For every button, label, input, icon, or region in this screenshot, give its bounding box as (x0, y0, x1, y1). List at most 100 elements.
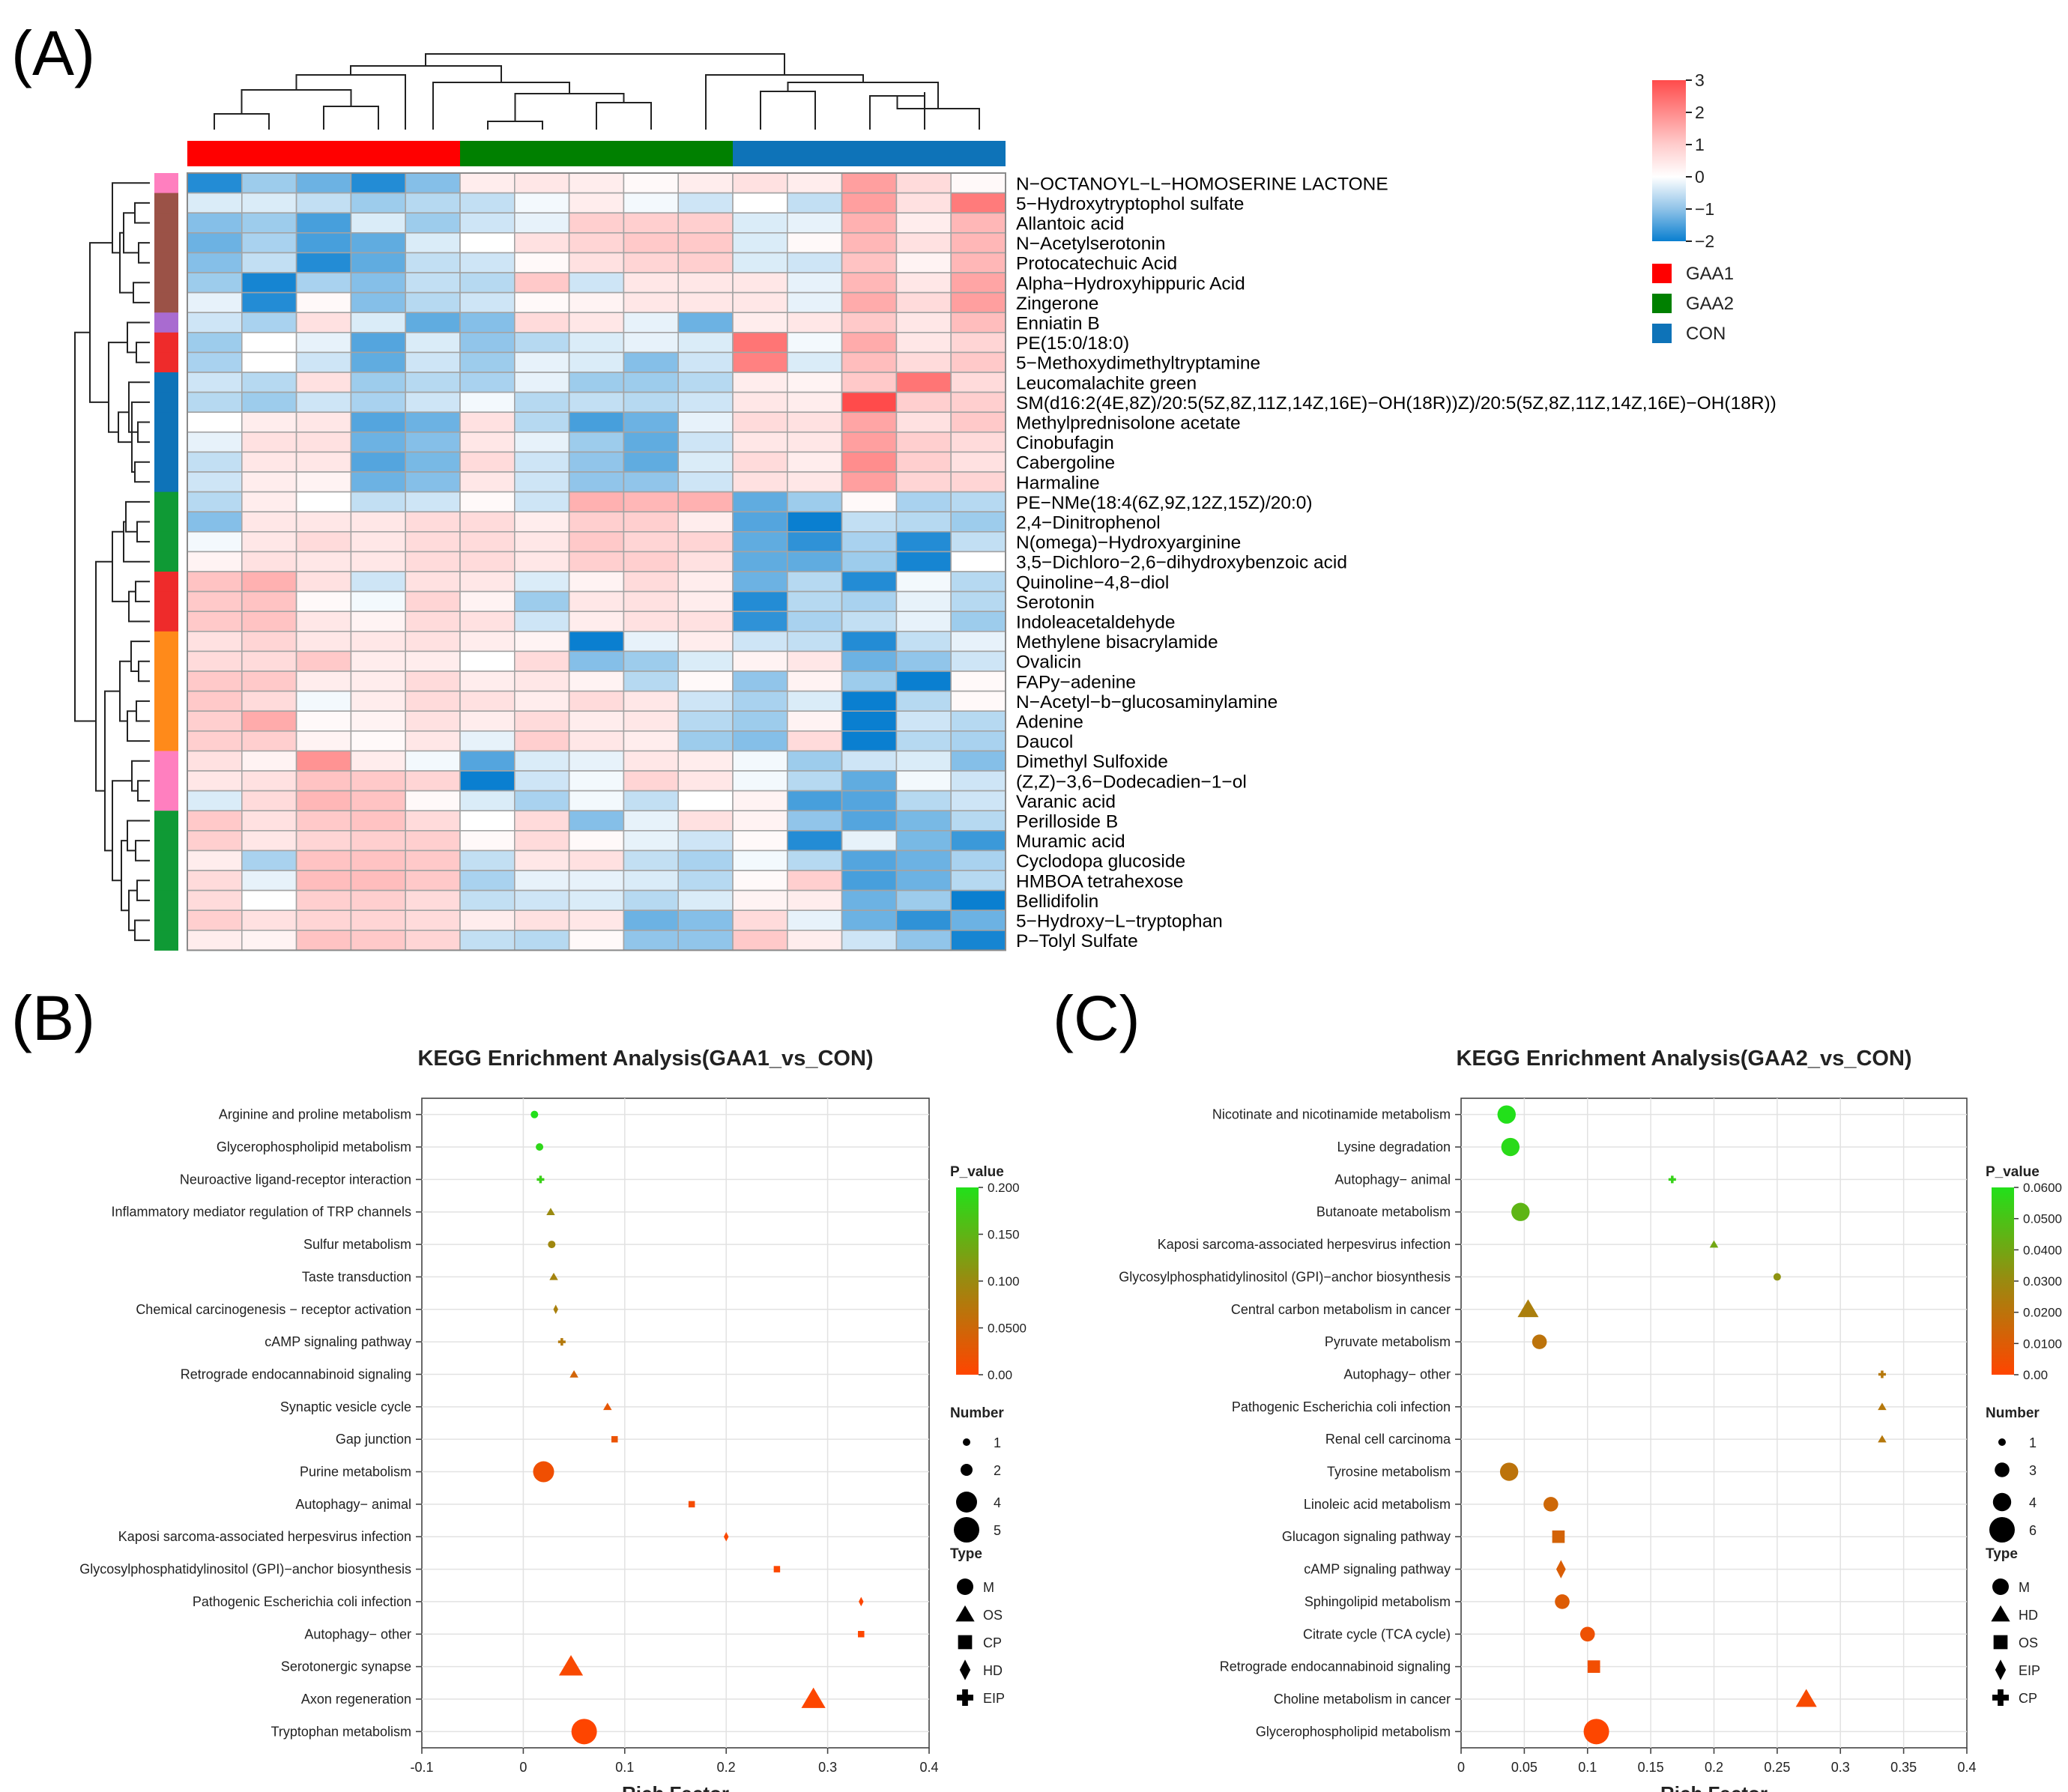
pathway-label: Kaposi sarcoma-associated herpesvirus in… (118, 1529, 411, 1544)
x-tick-label: 0.2 (717, 1760, 736, 1775)
heatmap-cell (187, 630, 243, 653)
heatmap-panel: N−OCTANOYL−L−HOMOSERINE LACTONE5−Hydroxy… (74, 53, 1777, 951)
heatmap-cell (732, 451, 788, 473)
number-legend-label: 4 (994, 1495, 1001, 1510)
heatmap-cell (623, 252, 680, 273)
heatmap-cell (787, 750, 843, 772)
heatmap-cell (841, 630, 898, 653)
heatmap-cell (677, 830, 734, 852)
heatmap-cell (350, 671, 406, 692)
data-point (1555, 1560, 1566, 1578)
heatmap-cell (459, 312, 516, 333)
heatmap-cell (187, 850, 243, 871)
heatmap-cell (568, 850, 625, 871)
heatmap-cell (405, 411, 461, 433)
heatmap-cell (295, 172, 352, 194)
heatmap-cell (513, 630, 570, 653)
data-point (549, 1272, 558, 1280)
heatmap-cell (623, 312, 680, 333)
data-point (1773, 1273, 1781, 1281)
heatmap-cell (187, 590, 243, 612)
heatmap-cell (187, 870, 243, 892)
heatmap-cell (405, 810, 461, 832)
heatmap-cell (513, 192, 570, 214)
heatmap-cell (950, 650, 1006, 672)
heatmap-cell (295, 530, 352, 553)
heatmap-cell (568, 451, 625, 473)
heatmap-cell (241, 252, 297, 273)
heatmap-cell (241, 551, 297, 572)
data-point (1517, 1299, 1539, 1318)
pathway-label: Choline metabolism in cancer (1274, 1692, 1451, 1707)
heatmap-cell (950, 192, 1006, 214)
pathway-label: Central carbon metabolism in cancer (1231, 1302, 1451, 1317)
row-cluster-strip (154, 651, 178, 672)
heatmap-cell (950, 850, 1006, 871)
heatmap-cell (677, 192, 734, 214)
heatmap-cell (732, 411, 788, 433)
heatmap-cell (295, 571, 352, 593)
heatmap-cell (732, 690, 788, 712)
heatmap-cell (787, 630, 843, 653)
heatmap-cell (677, 391, 734, 413)
row-dendrogram-branch (127, 710, 150, 742)
row-dendrogram-branch (127, 820, 150, 852)
heatmap-cell (895, 212, 952, 234)
heatmap-cell (677, 372, 734, 393)
heatmap-cell (187, 889, 243, 911)
row-cluster-strip (154, 512, 178, 533)
heatmap-cell (459, 930, 516, 951)
data-point (611, 1435, 618, 1443)
heatmap-cell (241, 172, 297, 194)
number-legend-label: 1 (2029, 1435, 2037, 1450)
heatmap-cell (950, 530, 1006, 553)
row-label: 5−Methoxydimethyltryptamine (1016, 354, 1260, 374)
heatmap-cell (513, 431, 570, 453)
heatmap-cell (187, 750, 243, 772)
heatmap-cell (623, 431, 680, 453)
data-point (1552, 1530, 1565, 1543)
heatmap-cell (895, 630, 952, 653)
heatmap-cell (950, 331, 1006, 354)
heatmap-cell (513, 750, 570, 772)
pathway-label: Autophagy− animal (295, 1497, 411, 1512)
pathway-label: Lysine degradation (1337, 1139, 1451, 1154)
heatmap-cell (568, 830, 625, 852)
x-tick-label: 0 (519, 1760, 527, 1775)
heatmap-cell (459, 511, 516, 533)
heatmap-cell (295, 511, 352, 533)
data-point (569, 1369, 578, 1378)
heatmap-cell (623, 690, 680, 712)
heatmap-cell (677, 611, 734, 632)
heatmap-cell (841, 810, 898, 832)
heatmap-cell (513, 710, 570, 732)
heatmap-cell (241, 272, 297, 294)
heatmap-cell (950, 551, 1006, 572)
heatmap-cell (787, 391, 843, 413)
heatmap-cell (295, 551, 352, 572)
data-point (536, 1175, 545, 1184)
heatmap-cell (405, 710, 461, 732)
row-cluster-strip (154, 531, 178, 552)
heatmap-cell (950, 790, 1006, 811)
heatmap-cell (405, 530, 461, 553)
pathway-label: Tyrosine metabolism (1327, 1465, 1451, 1480)
heatmap-cell (241, 471, 297, 493)
heatmap-cell (677, 850, 734, 871)
pathway-label: Retrograde endocannabinoid signaling (1220, 1659, 1451, 1674)
heatmap-cell (513, 611, 570, 632)
heatmap-cell (187, 730, 243, 752)
data-point (1583, 1719, 1609, 1745)
heatmap-cell (350, 889, 406, 911)
heatmap-cell (677, 671, 734, 692)
row-dendrogram-branch (118, 411, 132, 444)
row-label: PE−NMe(18:4(6Z,9Z,12Z,15Z)/20:0) (1016, 493, 1313, 513)
heatmap-cell (350, 431, 406, 453)
heatmap-cell (950, 372, 1006, 393)
heatmap-cell (513, 690, 570, 712)
heatmap-cell (513, 810, 570, 832)
heatmap-cell (623, 530, 680, 553)
row-label: Cyclodopa glucoside (1016, 852, 1185, 872)
heatmap-cell (950, 830, 1006, 852)
heatmap-cell (459, 491, 516, 512)
